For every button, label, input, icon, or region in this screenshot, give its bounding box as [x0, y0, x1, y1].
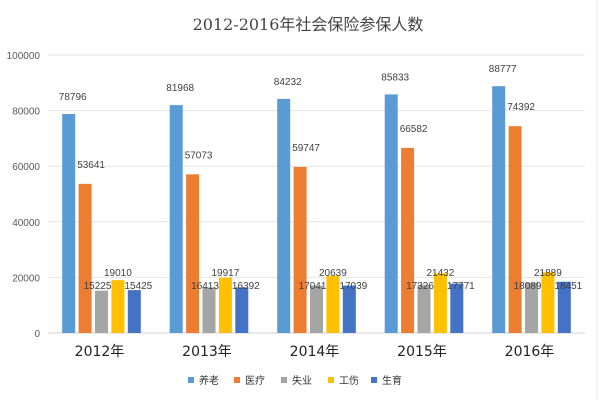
data-label: 78796 [59, 92, 87, 103]
bar-失业 [202, 287, 216, 333]
bar-生育 [235, 287, 249, 333]
x-tick-label: 2012年 [75, 344, 125, 360]
bar-养老 [169, 105, 183, 333]
bar-医疗 [186, 174, 200, 333]
bar-养老 [62, 113, 76, 334]
data-label: 85833 [381, 72, 409, 83]
data-label: 16392 [232, 281, 260, 292]
bar-失业 [95, 290, 108, 333]
legend-label: 工伤 [339, 374, 359, 387]
legend-item: 医疗 [234, 374, 265, 387]
legend-swatch [371, 377, 377, 383]
legend-item: 生育 [371, 374, 402, 387]
data-label: 57073 [185, 150, 213, 161]
data-label: 16413 [191, 281, 219, 292]
data-label: 18089 [514, 281, 542, 292]
data-label: 15225 [84, 281, 112, 292]
y-tick-label: 100000 [7, 51, 41, 62]
bar-失业 [310, 285, 323, 333]
data-label: 84232 [274, 77, 302, 88]
data-label: 15425 [124, 281, 152, 292]
chart-title: 2012-2016年社会保险参保人数 [193, 15, 424, 34]
bar-工伤 [541, 272, 555, 333]
data-label: 59747 [292, 143, 320, 154]
bar-医疗 [401, 147, 415, 333]
data-label: 53641 [77, 160, 105, 171]
data-label: 18451 [554, 281, 582, 292]
legend-item: 养老 [188, 374, 219, 387]
x-tick-label: 2013年 [182, 344, 232, 360]
legend-swatch [328, 377, 334, 383]
bar-养老 [384, 94, 398, 333]
bar-养老 [277, 98, 291, 333]
bar-生育 [342, 285, 356, 333]
bar-工伤 [433, 273, 447, 333]
bar-工伤 [326, 275, 340, 333]
x-tick-label: 2014年 [290, 344, 340, 360]
legend-label: 生育 [382, 374, 402, 387]
data-label: 17041 [299, 281, 327, 292]
bar-工伤 [218, 277, 232, 333]
data-label: 17039 [339, 281, 367, 292]
bar-失业 [417, 284, 431, 333]
bar-生育 [450, 283, 464, 333]
legend-item: 失业 [281, 374, 312, 387]
data-label: 66582 [400, 124, 428, 135]
bar-失业 [525, 282, 538, 333]
legend-label: 失业 [292, 374, 312, 387]
bar-生育 [127, 290, 141, 333]
y-tick-label: 60000 [12, 162, 40, 173]
legend-swatch [234, 377, 240, 383]
x-tick-label: 2015年 [397, 344, 447, 360]
y-tick-label: 40000 [12, 218, 40, 229]
legend-item: 工伤 [328, 374, 359, 387]
x-tick-label: 2016年 [505, 344, 555, 360]
bar-医疗 [293, 166, 307, 333]
data-label: 74392 [507, 102, 535, 113]
bar-工伤 [111, 280, 125, 333]
y-tick-label: 20000 [12, 273, 40, 284]
y-tick-label: 80000 [12, 107, 40, 118]
legend-label: 养老 [199, 374, 219, 387]
bar-医疗 [78, 183, 92, 333]
data-label: 19010 [104, 268, 132, 279]
data-label: 20639 [319, 268, 347, 279]
bar-生育 [557, 281, 571, 333]
data-label: 17771 [447, 281, 475, 292]
bar-养老 [492, 86, 506, 333]
legend-swatch [281, 377, 287, 383]
bar-医疗 [508, 126, 522, 333]
legend-label: 医疗 [245, 374, 265, 387]
data-label: 81968 [166, 83, 194, 94]
data-label: 19917 [211, 268, 239, 279]
data-label: 17326 [406, 281, 434, 292]
y-tick-label: 0 [34, 329, 40, 340]
legend-swatch [188, 377, 194, 383]
data-label: 21432 [426, 268, 454, 279]
data-label: 88777 [489, 64, 517, 75]
data-label: 21889 [534, 268, 562, 279]
